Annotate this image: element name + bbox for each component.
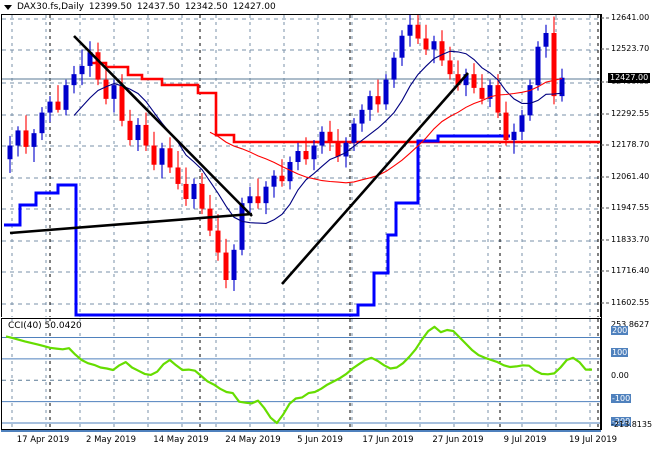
ohlc-low: 12342.50 bbox=[184, 2, 228, 12]
cci-axis-label: 0.00 bbox=[611, 371, 629, 380]
date-axis-label: 19 Jul 2019 bbox=[568, 435, 618, 445]
price-axis-label: 11716.40 bbox=[611, 266, 650, 275]
price-axis[interactable]: 12641.0012523.7012409.8512292.5512178.70… bbox=[601, 14, 660, 430]
ascending-support bbox=[281, 72, 469, 285]
cci-axis-label: -100 bbox=[611, 394, 632, 403]
price-axis-label: 12523.70 bbox=[611, 44, 650, 53]
date-axis-label: 14 May 2019 bbox=[153, 435, 209, 445]
date-axis-rule bbox=[1, 430, 601, 432]
price-tick bbox=[601, 144, 609, 146]
price-tick bbox=[601, 207, 609, 209]
cci-axis-label: 253.8627 bbox=[611, 320, 650, 329]
price-chart-panel[interactable] bbox=[1, 14, 601, 317]
date-axis-label: 24 May 2019 bbox=[225, 435, 281, 445]
cci-axis-label: 200 bbox=[611, 326, 629, 335]
price-chart-canvas[interactable] bbox=[2, 15, 601, 317]
cci-chart-canvas[interactable] bbox=[2, 319, 600, 429]
price-axis-label: 11833.70 bbox=[611, 235, 650, 244]
chart-header: DAX30.fs,Daily 12399.50 12437.50 12342.5… bbox=[0, 0, 660, 14]
date-axis-label: 17 Apr 2019 bbox=[16, 435, 70, 445]
ohlc-open: 12399.50 bbox=[88, 2, 132, 12]
cci-axis-label: 100 bbox=[611, 348, 629, 357]
cci-title-label: CCI(40) 50.0420 bbox=[7, 321, 83, 331]
ascending-lower bbox=[9, 212, 253, 235]
price-axis-label: 12061.40 bbox=[611, 172, 650, 181]
price-tick bbox=[601, 113, 609, 115]
date-axis: 17 Apr 2019 2 May 2019 14 May 2019 24 May 2… bbox=[1, 430, 617, 450]
price-tick bbox=[601, 239, 609, 241]
ohlc-close: 12427.00 bbox=[232, 2, 276, 12]
current-price-tag[interactable]: 12427.00 bbox=[608, 73, 651, 83]
descending-upper bbox=[73, 35, 253, 217]
date-axis-label: 17 Jun 2019 bbox=[362, 435, 414, 445]
price-tick bbox=[601, 48, 609, 50]
date-axis-label: 9 Jul 2019 bbox=[503, 435, 547, 445]
price-axis-label: 12178.70 bbox=[611, 140, 650, 149]
price-tick bbox=[601, 302, 609, 304]
cci-indicator-panel[interactable]: CCI(40) 50.0420 bbox=[1, 318, 601, 430]
price-axis-label: 11947.55 bbox=[611, 203, 650, 212]
price-axis-label: 12641.00 bbox=[611, 13, 650, 22]
cci-axis-label: -213.8135 bbox=[611, 420, 653, 429]
date-axis-label: 2 May 2019 bbox=[85, 435, 137, 445]
price-tick bbox=[601, 17, 609, 19]
price-axis-label: 11602.55 bbox=[611, 298, 650, 307]
symbol-label: DAX30.fs,Daily bbox=[17, 2, 84, 12]
chevron-down-icon[interactable] bbox=[4, 4, 12, 10]
price-tick bbox=[601, 270, 609, 272]
ohlc-high: 12437.50 bbox=[136, 2, 180, 12]
cci-axis-label: -200 bbox=[611, 417, 632, 426]
date-axis-label: 27 Jun 2019 bbox=[432, 435, 484, 445]
price-axis-label: 12292.55 bbox=[611, 109, 650, 118]
price-tick bbox=[601, 176, 609, 178]
price-tick bbox=[601, 81, 609, 83]
date-axis-label: 5 Jun 2019 bbox=[297, 435, 343, 445]
